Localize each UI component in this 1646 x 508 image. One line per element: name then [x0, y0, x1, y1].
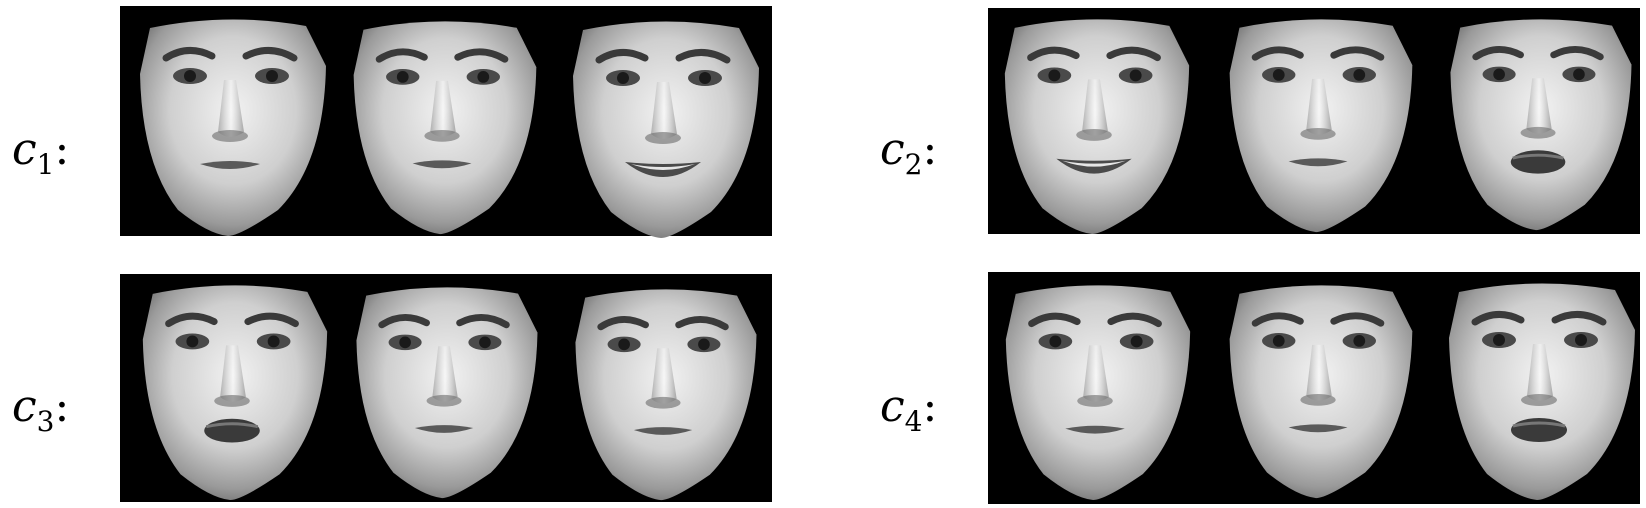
label-c1: c1:	[12, 124, 70, 181]
label-c2: c2:	[880, 124, 938, 181]
face-c3-3	[570, 284, 760, 504]
face-c1-2	[350, 16, 538, 238]
label-c4: c4:	[880, 381, 938, 438]
face-c4-2	[1226, 280, 1414, 502]
face-c2-1	[1002, 14, 1190, 238]
face-c3-2	[352, 282, 540, 502]
face-c2-2	[1226, 14, 1414, 236]
face-c4-3	[1446, 278, 1636, 504]
label-c3: c3:	[12, 381, 70, 438]
face-c1-1	[138, 14, 326, 240]
face-c3-1	[140, 280, 328, 504]
face-c4-1	[1002, 280, 1192, 504]
face-c1-3	[570, 16, 760, 242]
face-c2-3	[1446, 14, 1634, 234]
